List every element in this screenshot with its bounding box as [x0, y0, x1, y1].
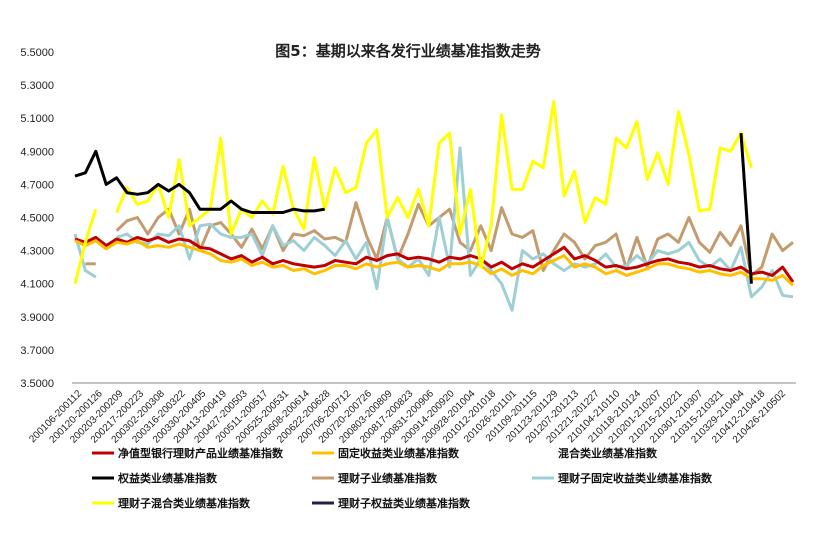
y-tick-label: 3.7000 — [20, 345, 54, 357]
legend-label: 固定收益类业绩基准指数 — [338, 446, 460, 460]
series-line — [116, 146, 794, 312]
series-line — [115, 100, 753, 269]
plot-area — [73, 100, 795, 312]
y-tick-label: 4.1000 — [20, 279, 54, 291]
legend-label: 净值型银行理财产品业绩基准指数 — [118, 446, 284, 460]
series-line — [739, 132, 753, 284]
legend: 净值型银行理财产品业绩基准指数 固定收益类业绩基准指数 混合类业绩基准指数权益类业绩… — [92, 446, 713, 510]
y-tick-label: 4.9000 — [20, 146, 54, 158]
y-tick-label: 5.5000 — [20, 47, 54, 59]
legend-label: 理财子混合类业绩基准指数 — [118, 496, 251, 510]
y-tick-label: 3.5000 — [20, 378, 54, 390]
y-tick-label: 5.3000 — [20, 80, 54, 92]
y-tick-label: 4.3000 — [20, 246, 54, 258]
legend-label: 理财子固定收益类业绩基准指数 — [558, 471, 713, 485]
series-line — [73, 233, 97, 279]
chart-title: 图5：基期以来各发行业绩基准指数走势 — [275, 42, 540, 60]
y-axis: 5.5000 5.3000 5.1000 4.9000 4.7000 4.5000 4.30… — [20, 47, 54, 390]
series-line — [73, 208, 98, 285]
x-axis: 200106-200112200120-200126200203-2002092… — [27, 388, 788, 446]
series-line — [74, 239, 795, 287]
legend-label: 权益类业绩基准指数 — [117, 471, 218, 485]
series-line — [115, 201, 794, 277]
legend-label: 混合类业绩基准指数 — [558, 446, 658, 460]
legend-label: 理财子权益类业绩基准指数 — [338, 496, 471, 510]
series-line — [74, 149, 325, 214]
y-tick-label: 4.7000 — [20, 179, 54, 191]
y-tick-label: 5.1000 — [20, 113, 54, 125]
y-tick-label: 3.9000 — [20, 312, 54, 324]
legend-label: 理财子业绩基准指数 — [338, 471, 438, 485]
series-line — [74, 235, 795, 283]
y-tick-label: 4.5000 — [20, 213, 54, 225]
